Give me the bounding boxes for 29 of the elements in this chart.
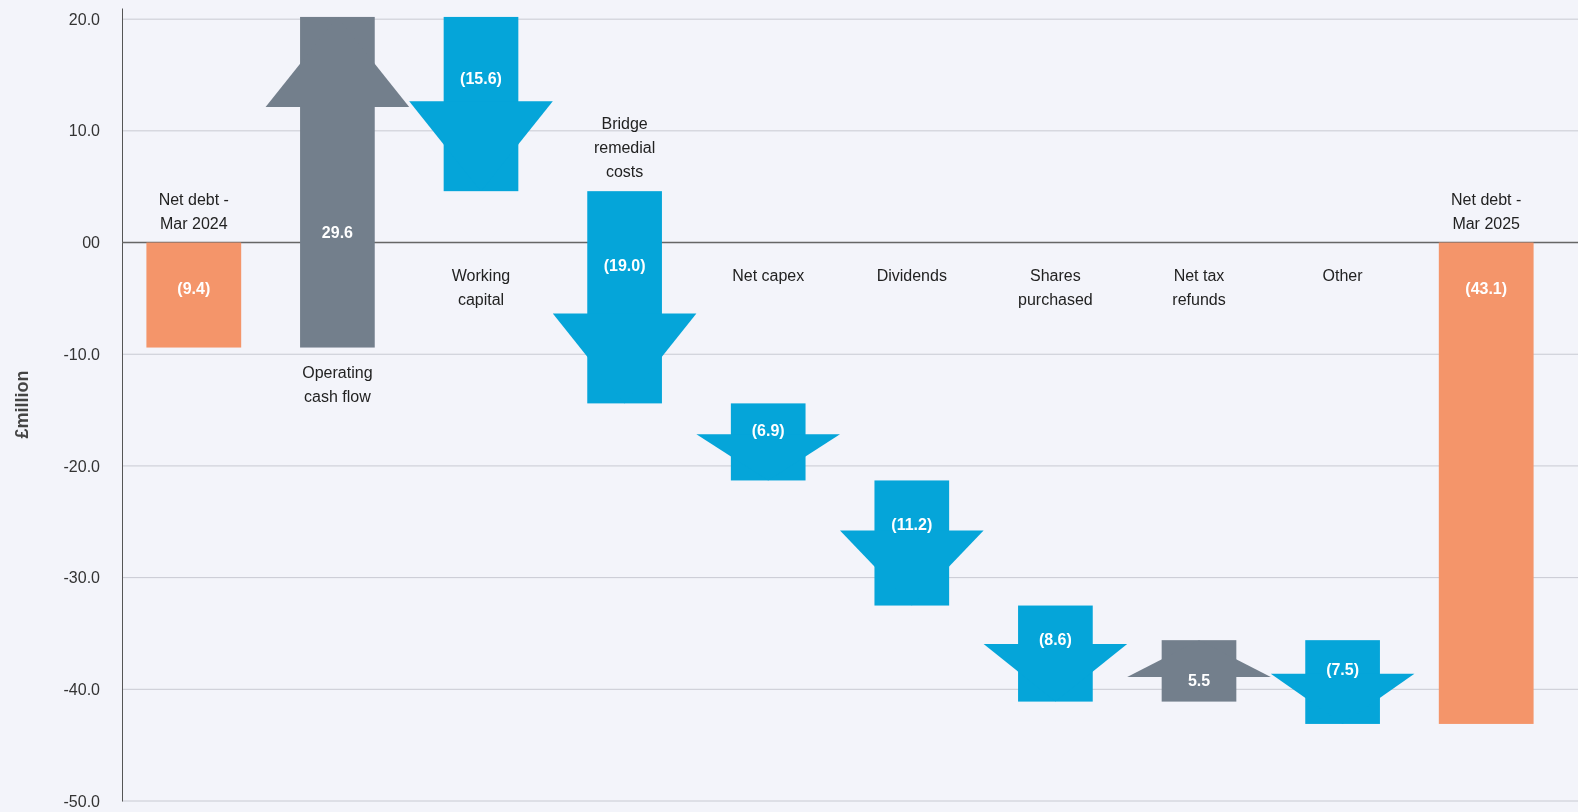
x-tick-label: Net debt - Mar 2024 <box>158 190 229 232</box>
x-tick-label: Net capex <box>732 266 805 284</box>
x-tick-label: Dividends <box>876 266 947 284</box>
data-label: (6.9) <box>751 422 785 440</box>
data-label: (9.4) <box>177 279 211 297</box>
x-tick-label: Other <box>1322 266 1364 284</box>
y-tick-label: -20.0 <box>63 457 101 475</box>
x-tick-label: Working capital <box>451 266 511 308</box>
x-tick-label: Net tax refunds <box>1172 266 1226 308</box>
y-tick-label: -30.0 <box>63 569 101 587</box>
y-tick-label: 20.0 <box>68 10 101 28</box>
data-label: (11.2) <box>891 516 933 534</box>
data-label: (15.6) <box>460 69 502 87</box>
data-label: (7.5) <box>1326 661 1360 679</box>
y-tick-label: 00 <box>82 234 101 252</box>
x-tick-label: Net debt - Mar 2025 <box>1451 190 1522 232</box>
data-label: (19.0) <box>603 257 646 275</box>
data-label: (8.6) <box>1038 631 1072 649</box>
y-tick-label: -40.0 <box>63 680 101 698</box>
y-axis-title: £million <box>12 370 32 439</box>
y-tick-label: -50.0 <box>63 792 101 810</box>
data-label: 29.6 <box>321 223 354 241</box>
x-tick-label: Bridge remedial costs <box>593 115 656 181</box>
y-tick-label: -10.0 <box>63 345 101 363</box>
y-tick-label: 10.0 <box>68 122 101 140</box>
data-label: (43.1) <box>1465 279 1508 297</box>
x-tick-label: Operating cash flow <box>302 363 373 405</box>
data-label: 5.5 <box>1187 672 1211 690</box>
x-tick-label: Shares purchased <box>1018 266 1093 308</box>
